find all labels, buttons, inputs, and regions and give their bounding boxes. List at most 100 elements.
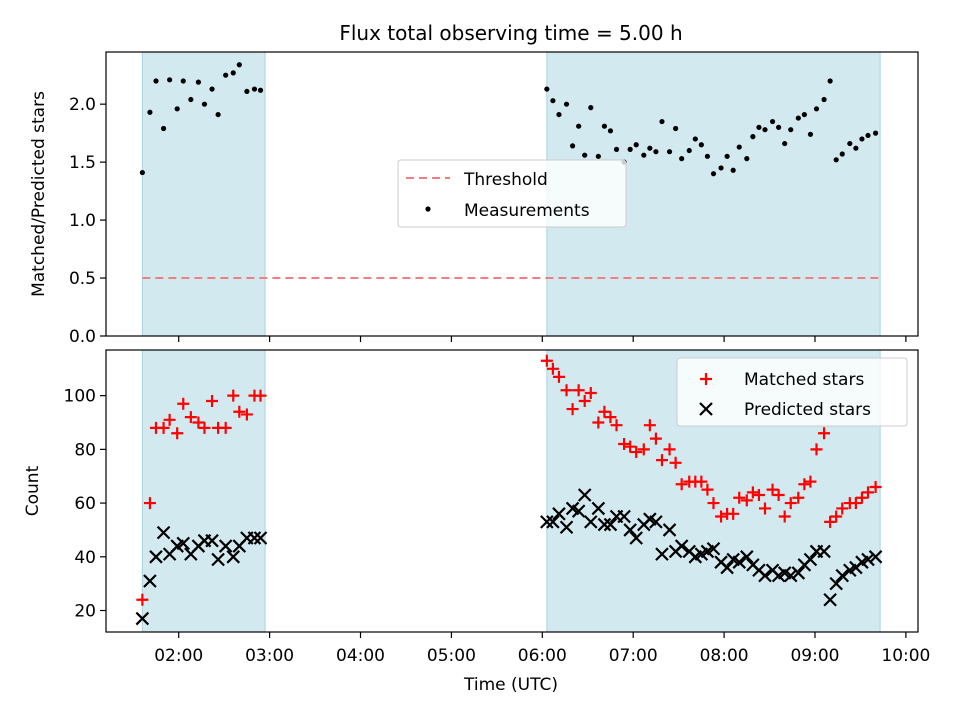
- y-tick-label: 0.0: [69, 327, 96, 347]
- measurement-point: [801, 111, 807, 118]
- measurement-point: [736, 144, 742, 150]
- predicted-star-point: [817, 544, 831, 559]
- predicted-star-point: [674, 539, 689, 553]
- measurement-point: [807, 131, 814, 137]
- measurement-point: [659, 118, 665, 125]
- matched-star-point: [157, 421, 170, 434]
- x-tick-label: 09:00: [790, 646, 839, 666]
- measurement-point: [556, 111, 562, 118]
- matched-star-point: [578, 395, 591, 408]
- top-legend: Threshold Measurements: [397, 159, 627, 228]
- matched-star-point: [733, 491, 746, 504]
- measurement-point: [686, 147, 692, 154]
- matched-star-point: [824, 515, 837, 528]
- measurement-point: [569, 143, 576, 149]
- bottom-legend-box: [676, 357, 908, 427]
- y-tick-label: 20: [74, 602, 96, 622]
- measurement-point: [633, 142, 639, 148]
- legend-threshold-label: Threshold: [463, 170, 548, 190]
- matched-star-point: [772, 489, 785, 502]
- predicted-star-point: [211, 552, 225, 567]
- matched-star-point: [707, 497, 720, 510]
- matched-star-point: [758, 502, 771, 515]
- measurement-point: [827, 78, 833, 84]
- predicted-star-point: [577, 488, 592, 502]
- predicted-star-point: [176, 536, 191, 551]
- measurement-point: [698, 142, 704, 148]
- matched-star-point: [198, 421, 211, 434]
- matched-star-point: [701, 483, 714, 496]
- matched-star-point: [618, 438, 631, 450]
- predicted-star-point: [143, 574, 157, 588]
- measurement-point: [236, 62, 242, 68]
- measurement-point: [215, 111, 221, 118]
- legend-predicted-swatch: [699, 402, 713, 416]
- measurement-point: [744, 156, 750, 162]
- predicted-star-point: [559, 520, 574, 535]
- predicted-star-point: [649, 515, 663, 529]
- matched-star-point: [598, 405, 611, 418]
- matched-star-point: [869, 480, 882, 493]
- measurement-point: [188, 96, 194, 103]
- matched-star-point: [855, 491, 868, 504]
- matched-star-point: [818, 427, 831, 440]
- matched-star-point: [766, 483, 779, 496]
- predicted-star-point: [603, 517, 618, 532]
- measurement-point: [872, 130, 879, 136]
- matched-star-point: [830, 510, 843, 523]
- matched-star-point: [836, 502, 849, 515]
- measurement-point: [839, 151, 845, 157]
- matched-star-point: [546, 362, 559, 375]
- predicted-star-point: [253, 531, 268, 545]
- measurement-point: [613, 146, 620, 152]
- measurement-point: [776, 124, 782, 130]
- predicted-star-point: [835, 568, 850, 583]
- measurement-point: [750, 134, 756, 140]
- predicted-star-point: [552, 507, 566, 521]
- matched-star-point: [610, 419, 623, 432]
- bottom-plot-frame: [105, 349, 919, 633]
- matched-star-point: [669, 456, 682, 469]
- matched-star-point: [810, 443, 823, 456]
- top-y-axis: 0.0 0.5 1.0 1.5 2.0: [69, 95, 106, 347]
- x-tick-label: 06:00: [518, 646, 567, 666]
- measurement-point: [195, 79, 202, 85]
- matched-star-point: [171, 427, 184, 440]
- matched-star-point: [206, 395, 219, 408]
- matched-star-point: [727, 507, 740, 520]
- measurement-point: [853, 145, 859, 151]
- top-legend-box: [397, 159, 627, 228]
- y-tick-label: 2.0: [69, 95, 96, 115]
- legend-matched-swatch: [700, 373, 712, 385]
- measurement-point: [704, 153, 711, 159]
- measurement-point: [865, 132, 871, 139]
- predicted-star-point: [662, 523, 677, 537]
- matched-star-point: [695, 475, 708, 488]
- measurement-point: [859, 136, 865, 142]
- measurement-point: [180, 78, 186, 84]
- predicted-star-point: [571, 504, 586, 518]
- measurement-point: [230, 70, 236, 76]
- matched-star-point: [143, 497, 156, 510]
- measurement-point: [833, 157, 839, 163]
- matched-star-point: [624, 440, 637, 453]
- matched-star-point: [163, 413, 176, 426]
- predicted-star-point: [546, 515, 560, 529]
- predicted-star-point: [149, 550, 163, 564]
- matched-star-point: [804, 475, 817, 488]
- measurement-point: [167, 77, 173, 83]
- predicted-star-point: [720, 560, 734, 575]
- measurement-point: [813, 106, 820, 112]
- measurement-point: [627, 146, 633, 152]
- matched-star-point: [663, 443, 676, 456]
- legend-predicted-label: Predicted stars: [744, 400, 871, 420]
- matched-star-point: [637, 443, 650, 456]
- matched-star-point: [566, 403, 579, 416]
- matched-star-point: [184, 411, 197, 424]
- measurement-point: [673, 125, 679, 132]
- matched-star-point: [572, 384, 585, 397]
- matched-star-point: [552, 370, 565, 383]
- predicted-star-point: [226, 550, 241, 564]
- matched-star-point: [192, 416, 205, 429]
